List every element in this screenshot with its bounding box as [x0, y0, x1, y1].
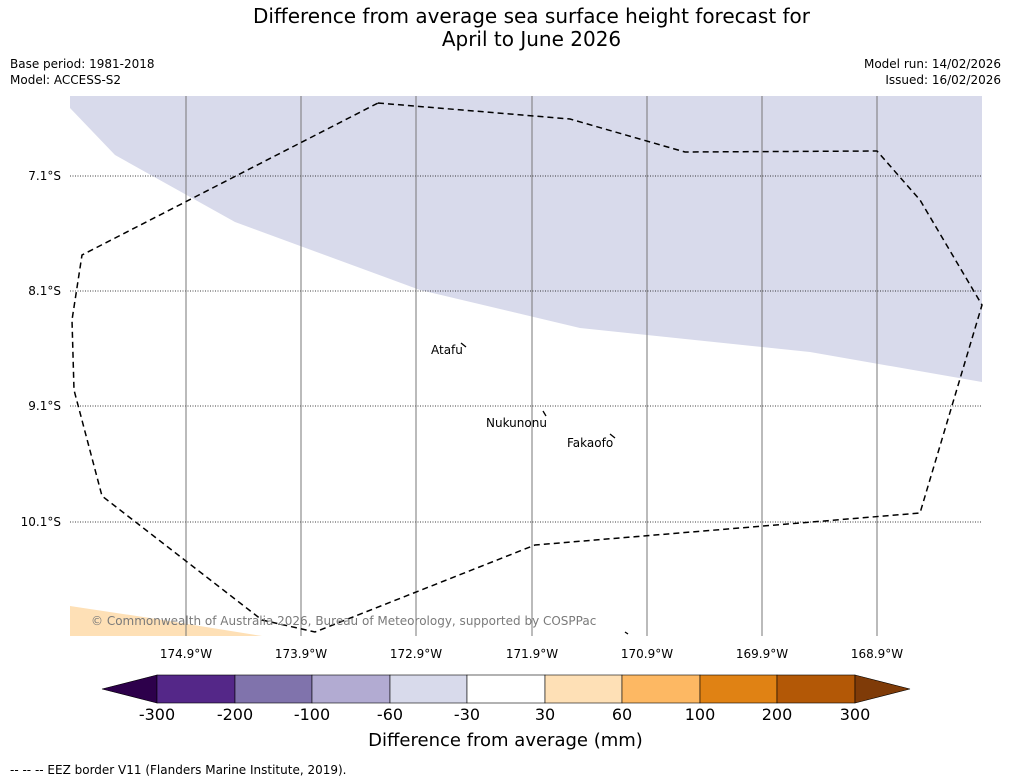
- colorbar-bin-9: [776, 674, 856, 704]
- colorbar-bin-7: [621, 674, 701, 704]
- colorbar-bin-8: [699, 674, 778, 704]
- atafu-atoll-mark: [460, 342, 467, 348]
- eez-legend: -- -- -- EEZ border V11 (Flanders Marine…: [10, 763, 347, 777]
- model-name: Model: ACCESS-S2: [10, 73, 122, 87]
- colorbar-bin-2: [234, 674, 313, 704]
- lon-label-174-9: 174.9°W: [159, 647, 213, 661]
- colorbar-tick: 100: [684, 705, 716, 724]
- lon-label-172-9: 172.9°W: [389, 647, 443, 661]
- eez-border: [71, 102, 983, 633]
- colorbar-tick: -100: [293, 705, 331, 724]
- place-atafu: Atafu: [431, 343, 463, 357]
- colorbar-tick: 60: [611, 705, 633, 724]
- anomaly-region-positive: [70, 606, 262, 636]
- meta-right: Model run: 14/02/2026 Issued: 16/02/2026: [864, 56, 1001, 88]
- colorbar-tick: 300: [839, 705, 871, 724]
- nukunonu-atoll-mark: [542, 410, 547, 417]
- lat-label-9-1: 9.1°S: [28, 399, 61, 413]
- colorbar-tick: -30: [453, 705, 481, 724]
- atoll-marks: [460, 342, 629, 635]
- lon-gridlines: [185, 96, 878, 636]
- place-nukunonu: Nukunonu: [486, 416, 547, 430]
- copyright-notice: © Commonwealth of Australia 2026, Bureau…: [91, 614, 597, 628]
- lat-gridlines: [70, 175, 982, 523]
- colorbar-tick: 30: [534, 705, 556, 724]
- minor-island-mark: [624, 631, 629, 635]
- lon-label-168-9: 168.9°W: [850, 647, 904, 661]
- colorbar-bin-6: [544, 674, 623, 704]
- colorbar-tick: -200: [216, 705, 254, 724]
- title-line-2: April to June 2026: [441, 27, 622, 51]
- lon-label-169-9: 169.9°W: [735, 647, 789, 661]
- issued-date: Issued: 16/02/2026: [885, 73, 1001, 87]
- title-line-1: Difference from average sea surface heig…: [252, 4, 811, 28]
- colorbar-tick: 200: [761, 705, 793, 724]
- colorbar-bin-4: [389, 674, 468, 704]
- colorbar-bin-3: [311, 674, 391, 704]
- colorbar-max-extension: [854, 674, 911, 704]
- base-period: Base period: 1981-2018: [10, 57, 155, 71]
- colorbar-title: Difference from average (mm): [368, 730, 643, 751]
- colorbar-bin-5: [466, 674, 546, 704]
- lon-label-171-9: 171.9°W: [505, 647, 559, 661]
- place-fakaofo: Fakaofo: [567, 436, 614, 450]
- colorbar-tick: -300: [138, 705, 176, 724]
- lat-label-8-1: 8.1°S: [28, 284, 61, 298]
- lat-label-7-1: 7.1°S: [28, 169, 61, 183]
- chart-title: Difference from average sea surface heig…: [0, 5, 1011, 51]
- fakaofo-atoll-mark: [609, 433, 616, 439]
- colorbar-bin-1: [156, 674, 236, 704]
- colorbar-min-extension: [101, 674, 158, 704]
- colorbar-tick: -60: [376, 705, 404, 724]
- anomaly-region-negative: [70, 96, 982, 382]
- lat-label-10-1: 10.1°S: [20, 515, 61, 529]
- meta-left: Base period: 1981-2018 Model: ACCESS-S2: [10, 56, 155, 88]
- lon-label-170-9: 170.9°W: [620, 647, 674, 661]
- colorbar: [101, 674, 911, 704]
- lon-label-173-9: 173.9°W: [274, 647, 328, 661]
- model-run: Model run: 14/02/2026: [863, 57, 1001, 71]
